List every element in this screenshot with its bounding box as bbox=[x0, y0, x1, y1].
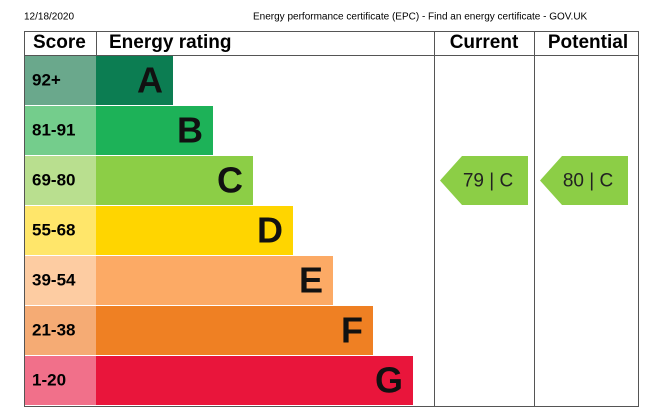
rating-letter: B bbox=[177, 110, 203, 151]
score-range: 55-68 bbox=[32, 220, 75, 239]
rating-bar bbox=[96, 256, 333, 305]
score-cell bbox=[24, 306, 96, 355]
page-title: Energy performance certificate (EPC) - F… bbox=[253, 12, 588, 23]
rating-bar bbox=[96, 306, 373, 355]
rating-bar bbox=[96, 206, 293, 255]
table-border bbox=[24, 31, 639, 407]
rating-letter: C bbox=[217, 160, 243, 201]
column-header: Energy rating bbox=[109, 32, 231, 53]
score-cell bbox=[24, 256, 96, 305]
print-date: 12/18/2020 bbox=[24, 12, 74, 23]
score-range: 1-20 bbox=[32, 370, 66, 389]
score-cell bbox=[24, 56, 96, 105]
score-cell bbox=[24, 156, 96, 205]
score-cell bbox=[24, 356, 96, 405]
column-header: Current bbox=[450, 32, 519, 53]
score-cell bbox=[24, 206, 96, 255]
score-range: 39-54 bbox=[32, 270, 76, 289]
rating-bar bbox=[96, 356, 413, 405]
bands: 92+ A 81-91 B 69-80 C 55-68 D 39-54 E 21-38 F 1-20 G 7… bbox=[24, 56, 628, 405]
potential-arrow bbox=[540, 156, 628, 205]
rating-letter: D bbox=[257, 210, 283, 251]
rating-bar bbox=[96, 156, 253, 205]
potential-rating: 80 | C bbox=[563, 171, 613, 192]
rating-letter: E bbox=[299, 260, 323, 301]
rating-letter: F bbox=[341, 310, 363, 351]
column-header: Score bbox=[33, 32, 86, 53]
rating-letter: A bbox=[137, 60, 163, 101]
current-rating: 79 | C bbox=[463, 171, 513, 192]
score-range: 92+ bbox=[32, 70, 61, 89]
column-header: Potential bbox=[548, 32, 628, 53]
current-arrow bbox=[440, 156, 528, 205]
score-cell bbox=[24, 106, 96, 155]
score-range: 21-38 bbox=[32, 320, 75, 339]
rating-letter: G bbox=[375, 360, 403, 401]
score-range: 81-91 bbox=[32, 120, 75, 139]
rating-bar bbox=[96, 56, 173, 105]
rating-bar bbox=[96, 106, 213, 155]
score-range: 69-80 bbox=[32, 170, 75, 189]
